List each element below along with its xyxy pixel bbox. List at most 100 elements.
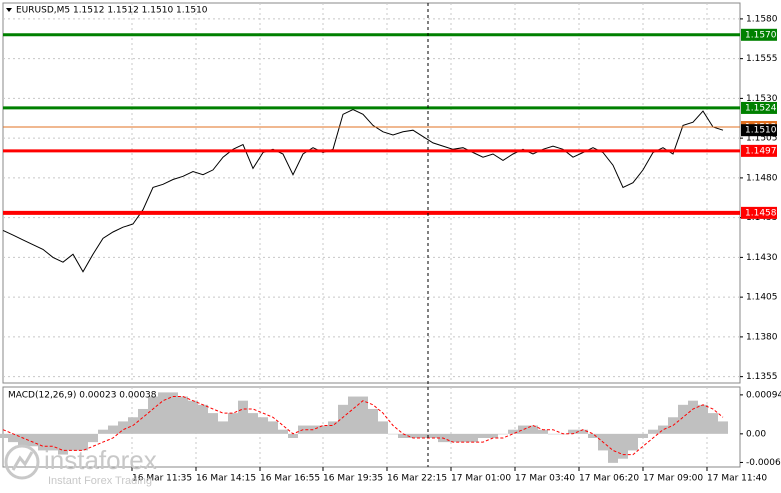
macd-bar	[198, 404, 208, 434]
macd-bar	[378, 421, 388, 434]
level-label-box	[741, 144, 777, 157]
macd-bar	[718, 421, 728, 434]
brand: instaforex	[44, 445, 157, 475]
y-tick-label: 1.1430	[746, 253, 778, 263]
macd-bar	[248, 413, 258, 434]
macd-bar	[178, 396, 188, 434]
y-tick-label: 1.1530	[746, 94, 778, 104]
x-tick-label: 16 Mar 14:15	[196, 474, 256, 484]
macd-bar	[578, 429, 588, 434]
macd-bar	[158, 392, 168, 434]
macd-bar	[458, 433, 468, 443]
macd-bar	[38, 433, 48, 451]
level-label: 1.1458	[745, 208, 777, 218]
macd-bar	[358, 396, 368, 434]
macd-bar	[408, 433, 418, 438]
y-tick-label: 0.00	[746, 429, 766, 439]
y-tick-label: 1.1555	[746, 54, 778, 64]
y-tick-label: 1.1355	[746, 372, 778, 382]
macd-bar	[118, 421, 128, 434]
macd-bar	[278, 429, 288, 434]
macd-bar	[8, 433, 18, 443]
macd-bar	[258, 417, 268, 434]
level-label-box	[741, 206, 777, 219]
macd-bar	[0, 433, 8, 438]
macd-bar	[58, 433, 68, 455]
macd-bar	[18, 433, 28, 447]
logo-arrow	[11, 451, 34, 471]
x-tick-label: 17 Mar 06:20	[579, 474, 639, 484]
logo: instaforex Instant Forex Trading	[4, 444, 157, 487]
macd-bar	[568, 429, 578, 434]
level-label: 1.1524	[745, 103, 777, 113]
macd-bar	[548, 433, 558, 435]
level-label: 1.1497	[745, 146, 777, 156]
x-tick-label: 17 Mar 11:40	[707, 474, 767, 484]
price-line	[2, 108, 724, 273]
macd-bar	[78, 433, 88, 451]
macd-bar	[68, 433, 78, 451]
macd-bar	[98, 429, 108, 434]
macd-bar	[488, 433, 498, 438]
macd-bar	[238, 400, 248, 434]
macd-bar	[448, 433, 458, 443]
logo-ring	[4, 444, 40, 480]
tagline: Instant Forex Trading	[48, 475, 152, 487]
macd-bar	[88, 433, 98, 443]
macd-bar	[208, 413, 218, 434]
menu-triangle	[6, 8, 12, 12]
x-tick-label: 17 Mar 01:00	[451, 474, 511, 484]
signal-line	[2, 396, 724, 456]
macd-bar	[48, 433, 58, 451]
macd-bar	[388, 433, 398, 435]
y-tick-label: 1.1380	[746, 332, 778, 342]
macd-bar	[678, 404, 688, 434]
macd-bar	[618, 433, 628, 459]
macd-bar	[508, 429, 518, 434]
macd-bar	[658, 425, 668, 434]
macd-bar	[478, 433, 488, 438]
macd-bar	[288, 433, 298, 438]
y-tick-label: 0.00094	[746, 390, 781, 400]
macd-bar	[518, 425, 528, 434]
x-tick-label: 16 Mar 19:35	[323, 474, 383, 484]
macd-bar	[328, 421, 338, 434]
macd-bar	[348, 396, 358, 434]
x-tick-label: 17 Mar 09:00	[643, 474, 703, 484]
macd-bar	[628, 433, 638, 451]
y-tick-label: 1.1580	[746, 14, 778, 24]
macd-bar	[338, 404, 348, 434]
level-label-box	[741, 101, 777, 114]
level-label-box	[741, 124, 777, 137]
y-tick-label: 1.1405	[746, 293, 778, 303]
macd-title: MACD(12,26,9) 0.00023 0.00038	[8, 391, 157, 401]
x-tick-label: 16 Mar 11:35	[132, 474, 192, 484]
macd-bar	[318, 425, 328, 434]
y-tick-label: 1.1505	[746, 134, 778, 144]
macd-bar	[138, 408, 148, 434]
x-tick-label: 17 Mar 03:40	[515, 474, 575, 484]
macd-bar	[698, 404, 708, 434]
macd-bar	[218, 421, 228, 434]
macd-bar	[708, 413, 718, 434]
macd-bar	[228, 413, 238, 434]
macd-bar	[688, 400, 698, 434]
macd-bar	[108, 425, 118, 434]
y-tick-label: -0.00069	[746, 458, 781, 468]
macd-bar	[538, 429, 548, 434]
x-tick-label: 16 Mar 22:15	[387, 474, 447, 484]
macd-bar	[148, 396, 158, 434]
macd-bar	[188, 400, 198, 434]
macd-bar	[28, 433, 38, 447]
level-label: 1.1510	[745, 126, 777, 136]
macd-bar	[608, 433, 618, 463]
macd-bar	[428, 433, 438, 438]
level-label: 1.1570	[745, 30, 777, 40]
macd-bar	[468, 433, 478, 443]
y-tick-label: 1.1480	[746, 173, 778, 183]
macd-bar	[498, 433, 508, 435]
macd-bar	[368, 408, 378, 434]
macd-bar	[588, 433, 598, 438]
macd-bar	[638, 433, 648, 438]
